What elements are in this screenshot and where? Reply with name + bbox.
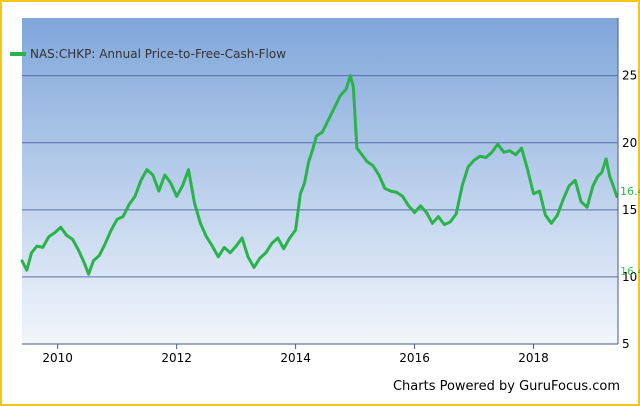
y-tick-label: 15 bbox=[622, 203, 637, 217]
x-tick-label: 2012 bbox=[161, 351, 192, 365]
x-tick-label: 2014 bbox=[280, 351, 311, 365]
series-line bbox=[20, 74, 619, 276]
y-tick-label: 10 bbox=[622, 270, 637, 284]
legend-label: NAS:CHKP: Annual Price-to-Free-Cash-Flow bbox=[30, 47, 286, 61]
x-tick-label: 2016 bbox=[399, 351, 430, 365]
end-value-label-ghost: 16.4 bbox=[620, 265, 640, 278]
chart-svg: 5 10 15 20 25 2010 2012 2014 2016 2018 NAS:CHKP:… bbox=[10, 18, 640, 365]
legend[interactable]: NAS:CHKP: Annual Price-to-Free-Cash-Flow bbox=[10, 47, 286, 61]
y-axis: 5 10 15 20 25 bbox=[617, 18, 637, 351]
end-value-label: 16.4 bbox=[620, 185, 640, 198]
y-tick-label: 5 bbox=[622, 337, 630, 351]
x-tick-label: 2010 bbox=[42, 351, 73, 365]
plot-background bbox=[22, 18, 618, 344]
y-tick-label: 25 bbox=[622, 69, 637, 83]
x-axis: 2010 2012 2014 2016 2018 bbox=[22, 343, 618, 365]
y-tick-label: 20 bbox=[622, 136, 637, 150]
credit-text[interactable]: Charts Powered by GuruFocus.com bbox=[392, 379, 620, 394]
series-group bbox=[20, 74, 619, 276]
x-tick-label: 2018 bbox=[518, 351, 549, 365]
